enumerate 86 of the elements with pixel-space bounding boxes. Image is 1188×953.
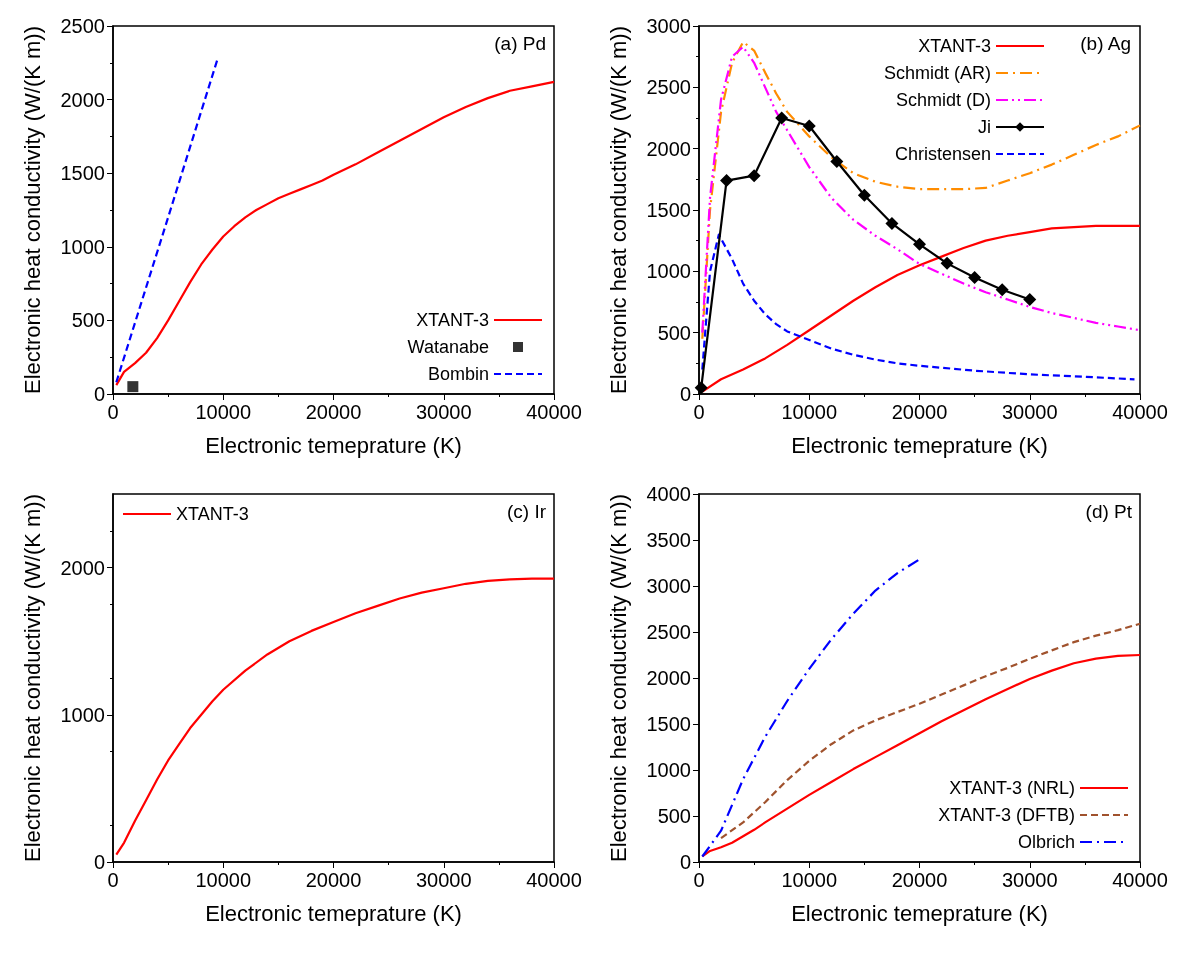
legend-label: Bombin (427, 364, 489, 384)
x-axis-title: Electronic temeprature (K) (205, 900, 462, 926)
legend-label: Schmidt (D) (895, 90, 991, 110)
point (747, 169, 761, 183)
point (720, 174, 734, 188)
x-tick-label: 30000 (1001, 401, 1058, 423)
point (830, 155, 844, 169)
annotation: (c) Ir (506, 501, 547, 522)
point (1023, 293, 1037, 307)
legend-label: Schmidt (AR) (883, 63, 991, 83)
y-tick-label: 1500 (646, 199, 691, 221)
x-tick-label: 10000 (781, 869, 838, 891)
x-tick-label: 10000 (781, 401, 838, 423)
x-axis-title: Electronic temeprature (K) (205, 432, 462, 458)
y-tick-label: 500 (657, 321, 691, 344)
y-tick-label: 3000 (646, 575, 691, 597)
line-series (115, 577, 556, 856)
legend-label: Ji (978, 117, 991, 137)
x-tick-label: 0 (107, 401, 119, 423)
x-tick-label: 0 (693, 869, 705, 891)
y-tick-label: 2000 (60, 556, 105, 579)
y-tick-label: 3000 (646, 15, 691, 37)
point (968, 270, 982, 284)
x-axis-title: Electronic temeprature (K) (791, 900, 1048, 926)
annotation: (b) Ag (1080, 33, 1131, 54)
y-tick-label: 1000 (60, 235, 105, 258)
x-tick-label: 20000 (891, 401, 948, 423)
point (913, 237, 926, 251)
y-axis-title: Electronic heat conductivity (W/(K m)) (605, 26, 631, 394)
y-tick-label: 4000 (646, 483, 691, 505)
point (995, 283, 1009, 297)
line-series (701, 653, 1142, 858)
x-tick-label: 30000 (415, 869, 472, 891)
y-tick-label: 1000 (646, 260, 691, 283)
x-tick-label: 30000 (415, 401, 472, 423)
x-tick-label: 20000 (305, 401, 362, 423)
x-tick-label: 40000 (1112, 401, 1168, 423)
line-series (701, 558, 921, 858)
point (857, 188, 871, 202)
x-tick-label: 30000 (1001, 869, 1058, 891)
y-tick-label: 1000 (646, 759, 691, 781)
y-tick-label: 2000 (646, 667, 691, 689)
x-tick-label: 20000 (305, 869, 362, 891)
legend-label: Olbrich (1017, 832, 1075, 852)
x-tick-label: 0 (693, 401, 705, 423)
x-tick-label: 20000 (891, 869, 948, 891)
y-tick-label: 0 (93, 383, 105, 405)
y-axis-title: Electronic heat conductivity (W/(K m)) (605, 494, 631, 862)
legend-label: XTANT-3 (416, 310, 489, 330)
point (885, 216, 899, 230)
x-tick-label: 40000 (1112, 869, 1168, 891)
x-tick-label: 40000 (526, 869, 582, 891)
y-axis-title: Electronic heat conductivity (W/(K m)) (19, 494, 45, 862)
x-tick-label: 10000 (195, 401, 252, 423)
x-tick-label: 10000 (195, 869, 252, 891)
y-tick-label: 500 (657, 805, 691, 827)
y-tick-label: 2500 (646, 76, 691, 99)
point (940, 256, 954, 270)
y-tick-label: 2000 (60, 88, 105, 111)
y-tick-label: 0 (93, 851, 105, 873)
annotation: (d) Pt (1085, 501, 1133, 522)
point (802, 119, 816, 133)
legend-label: Watanabe (407, 337, 489, 357)
legend-label: XTANT-3 (176, 504, 249, 524)
y-tick-label: 2500 (646, 621, 691, 643)
legend-label: Christensen (894, 144, 991, 164)
y-tick-label: 3500 (646, 529, 691, 551)
point (775, 111, 789, 125)
y-tick-label: 1500 (646, 713, 691, 735)
legend-label: XTANT-3 (NRL) (949, 778, 1075, 798)
y-tick-label: 2500 (60, 15, 105, 37)
y-tick-label: 2000 (646, 137, 691, 160)
y-axis-title: Electronic heat conductivity (W/(K m)) (19, 26, 45, 394)
x-tick-label: 0 (107, 869, 119, 891)
annotation: (a) Pd (494, 33, 547, 54)
line-series (115, 80, 556, 387)
y-tick-label: 0 (679, 383, 691, 405)
x-tick-label: 40000 (526, 401, 582, 423)
point (694, 381, 708, 395)
x-axis-title: Electronic temeprature (K) (791, 432, 1048, 458)
y-tick-label: 1500 (60, 162, 105, 185)
legend-label: XTANT-3 (DFTB) (938, 805, 1075, 825)
y-tick-label: 0 (679, 851, 691, 873)
y-tick-label: 500 (71, 309, 105, 332)
legend-label: XTANT-3 (918, 36, 991, 56)
y-tick-label: 1000 (60, 703, 105, 726)
